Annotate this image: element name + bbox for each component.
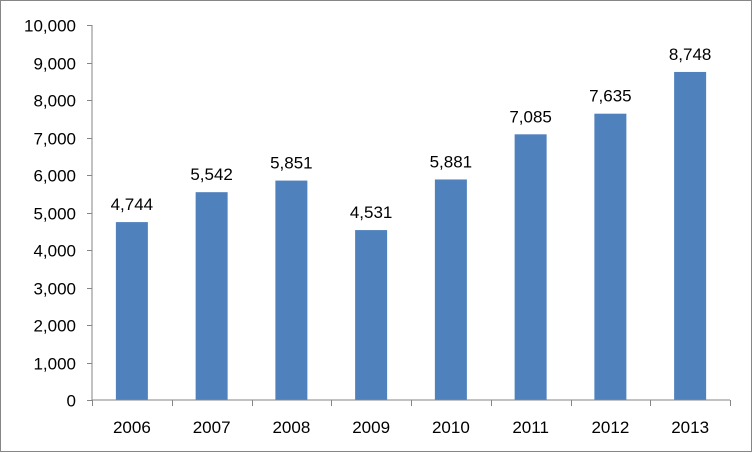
bar-2010 [434, 179, 467, 400]
y-tick-label: 2,000 [33, 317, 76, 336]
data-label-2012: 7,635 [589, 87, 632, 106]
y-axis-ticks: 0 1,000 2,000 3,000 4,000 5,000 6,000 7,000 8,00… [24, 17, 92, 411]
bar-2008 [275, 180, 308, 400]
bars-group [115, 71, 707, 400]
y-tick-label: 4,000 [33, 242, 76, 261]
data-label-2007: 5,542 [190, 165, 233, 184]
bar-2009 [355, 230, 388, 400]
data-labels: 4,744 5,542 5,851 4,531 5,881 7,085 7,635 8,748 [111, 45, 712, 222]
bar-2013 [674, 71, 707, 400]
bar-2012 [594, 113, 627, 400]
data-label-2013: 8,748 [669, 45, 712, 64]
x-tick-label: 2011 [512, 418, 549, 437]
y-tick-label: 0 [67, 392, 76, 411]
bar-2007 [195, 192, 228, 400]
axes-group [91, 25, 730, 401]
x-axis-ticks: 2006 2007 2008 2009 2010 2011 2012 2013 [92, 400, 731, 437]
data-label-2009: 4,531 [350, 203, 393, 222]
y-tick-label: 5,000 [33, 205, 76, 224]
y-tick-label: 7,000 [33, 130, 76, 149]
data-label-2006: 4,744 [111, 195, 154, 214]
bar-2011 [514, 134, 547, 400]
y-tick-label: 3,000 [33, 280, 76, 299]
y-tick-label: 8,000 [33, 92, 76, 111]
y-tick-label: 1,000 [33, 355, 76, 374]
y-tick-label: 10,000 [24, 17, 76, 36]
x-tick-label: 2010 [432, 418, 470, 437]
y-tick-label: 9,000 [33, 55, 76, 74]
bar-2006 [115, 222, 148, 400]
data-label-2008: 5,851 [270, 154, 313, 173]
y-tick-label: 6,000 [33, 167, 76, 186]
x-tick-label: 2009 [352, 418, 390, 437]
data-label-2010: 5,881 [430, 152, 473, 171]
x-tick-label: 2007 [193, 418, 231, 437]
data-label-2011: 7,085 [509, 107, 552, 126]
x-tick-label: 2008 [272, 418, 310, 437]
x-tick-label: 2013 [671, 418, 709, 437]
x-tick-label: 2006 [113, 418, 151, 437]
x-tick-label: 2012 [591, 418, 629, 437]
